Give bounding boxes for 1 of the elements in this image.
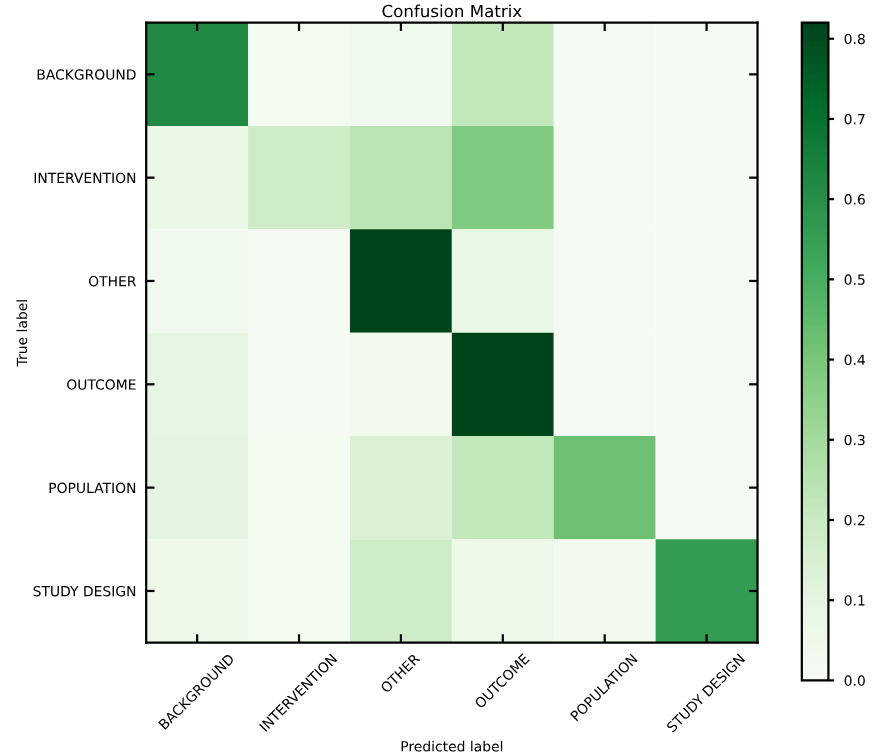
chart-title: Confusion Matrix xyxy=(382,4,522,18)
